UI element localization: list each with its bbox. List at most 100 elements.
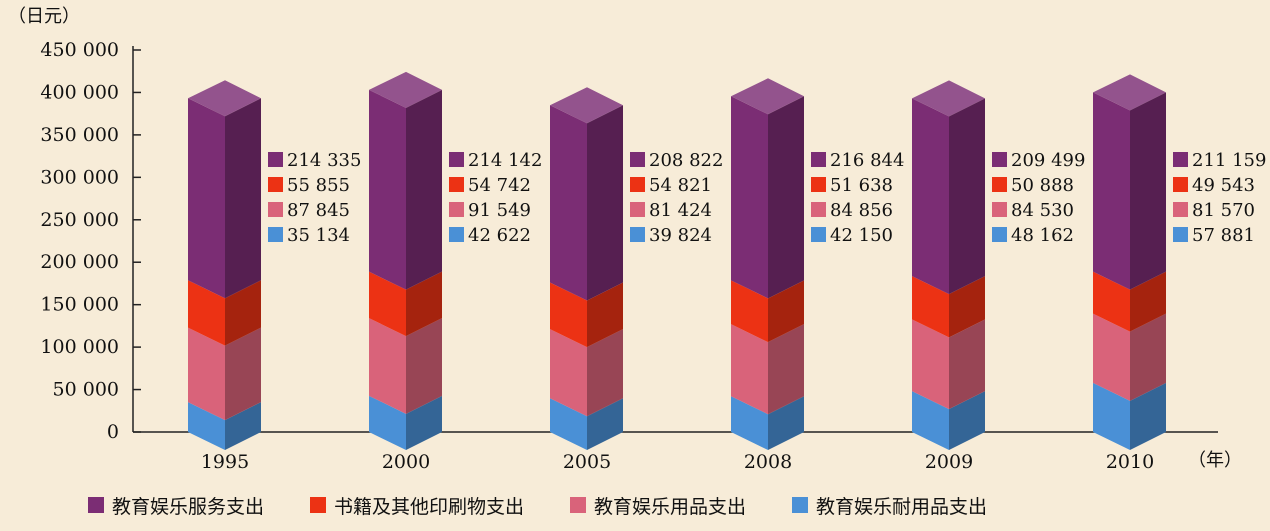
bar-segment-front	[912, 319, 949, 410]
data-label: 81 424	[649, 200, 712, 221]
bar-segment-side	[587, 329, 623, 417]
bar-segment-side	[587, 398, 623, 450]
data-label-swatch	[630, 227, 645, 242]
x-tick-label: 2000	[382, 451, 430, 473]
bar-segment-front	[731, 280, 768, 343]
bar-segment-front	[188, 280, 225, 346]
bar-segment-front	[731, 396, 768, 450]
data-label-swatch	[268, 152, 283, 167]
data-label: 50 888	[1011, 175, 1074, 196]
x-axis-unit-label: （年）	[1188, 450, 1242, 471]
bar-segment-front	[369, 318, 406, 414]
data-label: 57 881	[1192, 225, 1255, 246]
bar-top-face	[550, 87, 623, 124]
x-tick-label: 2009	[925, 451, 973, 473]
data-label: 54 742	[468, 175, 531, 196]
legend-item: 教育娱乐服务支出	[88, 492, 264, 519]
bar-segment-front	[1093, 271, 1130, 332]
bar-segment-front	[188, 402, 225, 450]
data-label-swatch	[811, 177, 826, 192]
y-tick-label: 450 000	[40, 39, 119, 61]
data-label-swatch	[449, 177, 464, 192]
data-label-swatch	[992, 227, 1007, 242]
y-tick-label: 0	[107, 421, 119, 443]
bar-segment-side	[406, 318, 442, 414]
data-label-swatch	[268, 202, 283, 217]
data-label-swatch	[1173, 152, 1188, 167]
x-tick-label: 2008	[744, 451, 792, 473]
data-label-swatch	[449, 227, 464, 242]
bar-segment-side	[1130, 271, 1166, 332]
y-tick-label: 100 000	[40, 336, 119, 358]
data-label: 84 530	[1011, 200, 1074, 221]
legend-label: 书籍及其他印刷物支出	[334, 495, 525, 518]
data-label-swatch	[1173, 202, 1188, 217]
y-tick-label: 150 000	[40, 294, 119, 316]
bar-segment-side	[225, 98, 261, 299]
data-label: 48 162	[1011, 225, 1074, 246]
bar-segment-side	[225, 280, 261, 346]
data-label-swatch	[630, 177, 645, 192]
bar-segment-front	[912, 276, 949, 338]
data-label: 42 150	[830, 225, 893, 246]
bar-top-face	[731, 78, 804, 115]
bar-segment-front	[369, 271, 406, 337]
bar-segment-side	[768, 280, 804, 343]
bar-segment-side	[225, 402, 261, 450]
bar-top-face	[1093, 74, 1166, 111]
bar-segment-front	[1093, 92, 1130, 290]
bar-segment-front	[550, 329, 587, 417]
y-tick-label: 50 000	[53, 379, 119, 401]
data-label: 54 821	[649, 175, 712, 196]
bar-segment-front	[912, 98, 949, 295]
legend-label: 教育娱乐服务支出	[112, 495, 265, 518]
bar-segment-front	[912, 391, 949, 450]
bar-segment-side	[768, 324, 804, 415]
legend-label: 教育娱乐用品支出	[594, 495, 747, 518]
data-label-swatch	[811, 152, 826, 167]
data-label: 39 824	[649, 225, 712, 246]
bar-segment-side	[949, 98, 985, 295]
data-label: 91 549	[468, 200, 531, 221]
y-tick-label: 400 000	[40, 81, 119, 103]
legend-swatch	[310, 497, 327, 513]
data-label-swatch	[992, 202, 1007, 217]
bar-segment-front	[731, 324, 768, 415]
bar-segment-side	[587, 282, 623, 348]
chart-legend: 教育娱乐服务支出 书籍及其他印刷物支出 教育娱乐用品支出 教育娱乐耐用品支出	[88, 487, 1238, 523]
data-label: 211 159	[1192, 150, 1266, 171]
legend-item: 教育娱乐耐用品支出	[792, 492, 987, 519]
bar-segment-side	[768, 396, 804, 450]
y-tick-label: 300 000	[40, 166, 119, 188]
bar-segment-front	[1093, 382, 1130, 450]
data-label-swatch	[630, 202, 645, 217]
data-label-swatch	[449, 152, 464, 167]
data-label-swatch	[811, 227, 826, 242]
data-label-swatch	[268, 227, 283, 242]
data-label: 42 622	[468, 225, 531, 246]
y-tick-label: 250 000	[40, 209, 119, 231]
bar-top-face	[912, 80, 985, 117]
bar-segment-side	[949, 319, 985, 410]
legend-item: 教育娱乐用品支出	[570, 492, 746, 519]
y-tick-label: 200 000	[40, 251, 119, 273]
bar-segment-side	[587, 105, 623, 301]
data-label-swatch	[268, 177, 283, 192]
data-label: 214 142	[468, 150, 542, 171]
data-label-swatch	[1173, 227, 1188, 242]
data-label-swatch	[811, 202, 826, 217]
y-tick-label: 350 000	[40, 124, 119, 146]
data-label: 216 844	[830, 150, 904, 171]
x-tick-label: 1995	[201, 451, 249, 473]
bar-top-face	[369, 71, 442, 108]
bar-segment-side	[1130, 382, 1166, 450]
legend-item: 书籍及其他印刷物支出	[310, 492, 524, 519]
legend-label: 教育娱乐耐用品支出	[816, 495, 988, 518]
data-label: 51 638	[830, 175, 893, 196]
data-label-swatch	[992, 177, 1007, 192]
bar-segment-front	[1093, 313, 1130, 401]
x-tick-label: 2005	[563, 451, 611, 473]
bar-segment-side	[225, 327, 261, 421]
bar-segment-side	[1130, 313, 1166, 401]
y-axis-unit-label: （日元）	[8, 6, 80, 27]
